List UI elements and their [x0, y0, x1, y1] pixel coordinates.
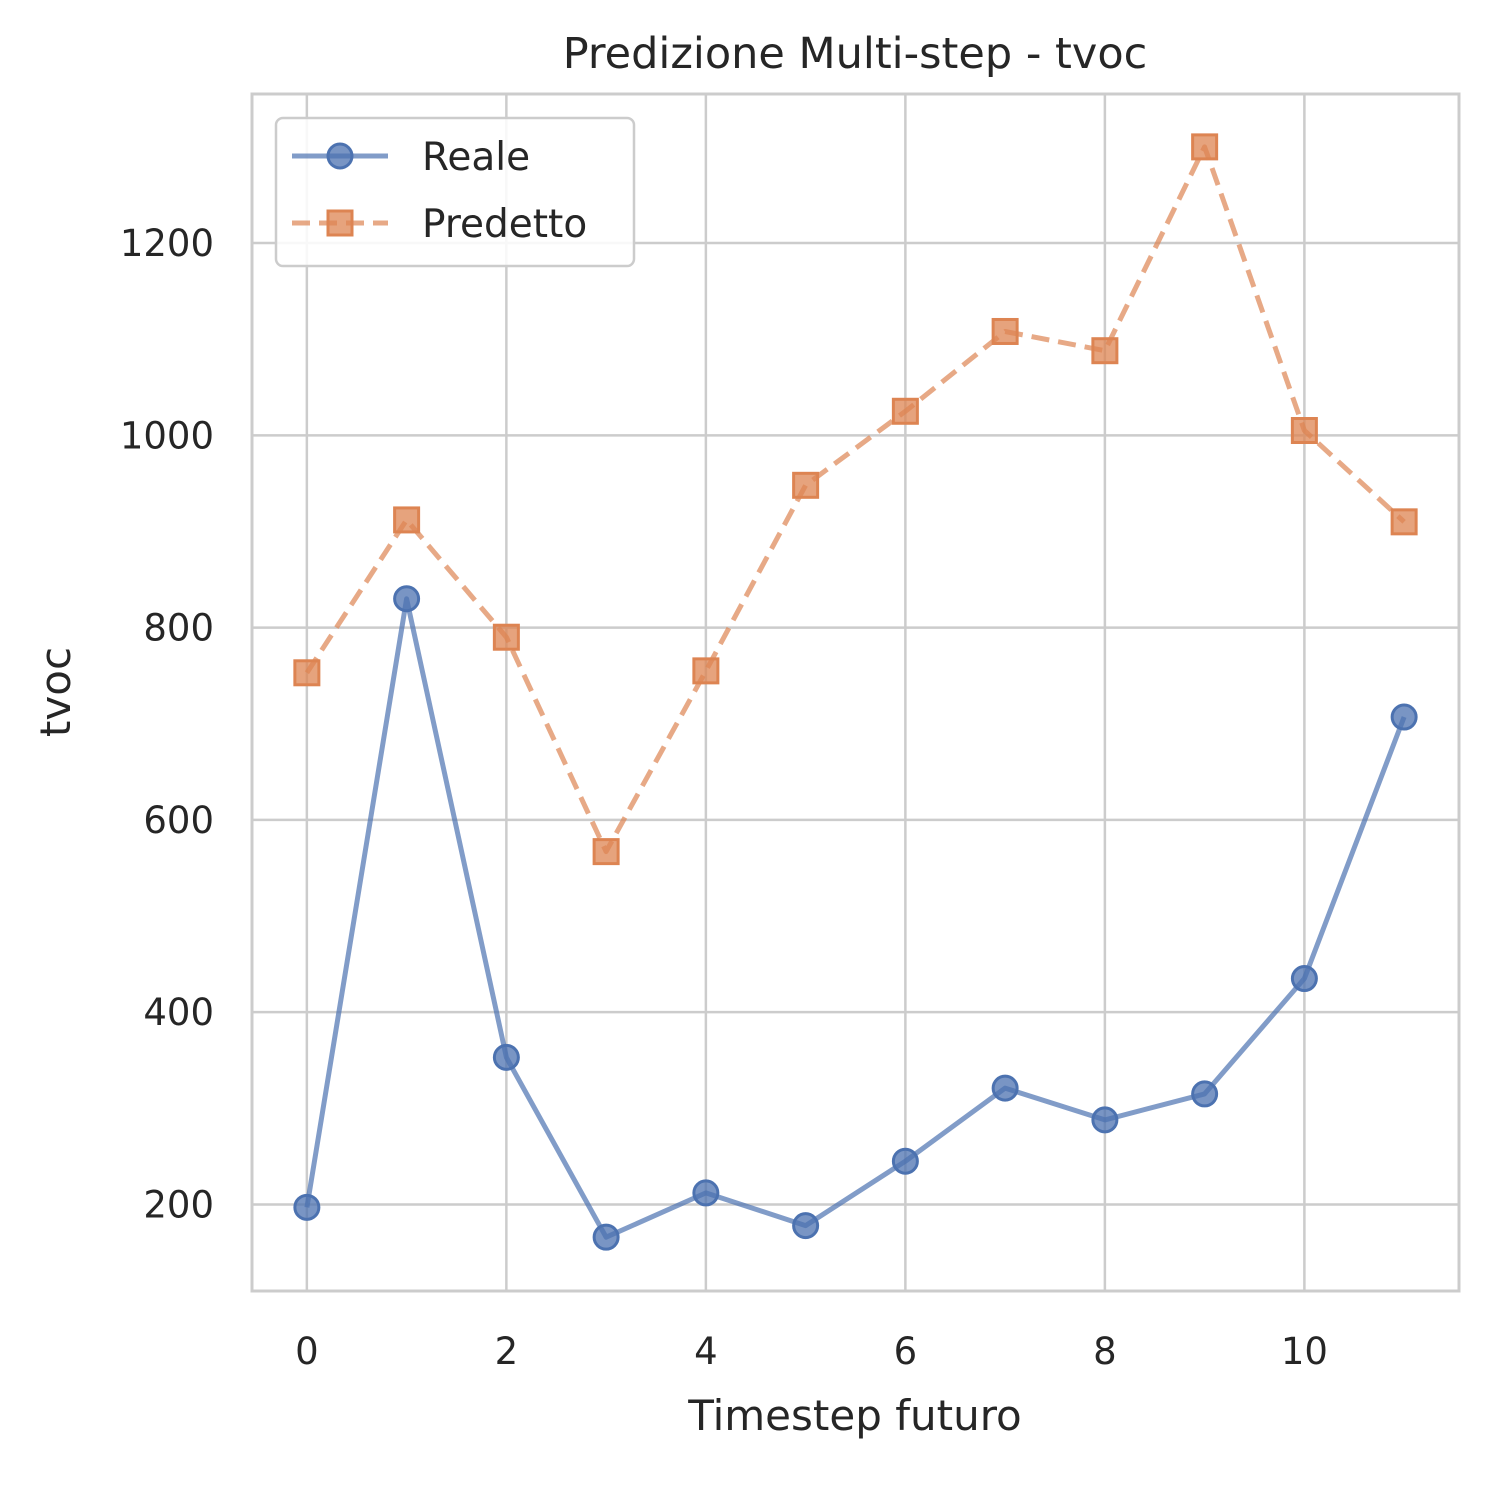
data-point-reale [293, 1193, 321, 1221]
data-point-predetto [991, 317, 1019, 345]
x-axis-label: Timestep futuro [687, 1391, 1022, 1440]
x-tick-label: 2 [495, 1330, 519, 1373]
series-reale [293, 585, 1418, 1251]
data-point-predetto [891, 397, 919, 425]
legend-item-predetto: Predetto [292, 202, 587, 247]
plot-frame [250, 92, 1461, 1293]
data-point-predetto [293, 659, 321, 687]
legend-marker-reale [326, 142, 354, 170]
grid [252, 94, 1459, 1291]
y-axis-ticks: 200 400 600 800 1000 1200 [120, 222, 214, 1226]
data-point-reale [1091, 1106, 1119, 1134]
chart-title: Predizione Multi-step - tvoc [563, 29, 1148, 79]
data-point-reale [1390, 703, 1418, 731]
series-line-reale [304, 596, 1407, 1240]
y-tick-label: 600 [143, 799, 214, 842]
data-point-reale [991, 1074, 1019, 1102]
data-point-predetto [592, 838, 620, 866]
data-point-reale [492, 1043, 520, 1071]
data-point-reale [692, 1179, 720, 1207]
x-axis-ticks: 0 2 4 6 8 10 [295, 1330, 1328, 1373]
data-point-predetto [692, 657, 720, 685]
y-tick-label: 400 [143, 991, 214, 1034]
data-point-reale [393, 585, 421, 613]
y-tick-label: 800 [143, 607, 214, 650]
data-point-predetto [792, 471, 820, 499]
legend-label-predetto: Predetto [422, 202, 587, 247]
data-point-predetto [393, 506, 421, 534]
x-tick-label: 4 [694, 1330, 718, 1373]
y-axis-label: tvoc [31, 647, 80, 737]
x-tick-label: 10 [1281, 1330, 1328, 1373]
y-tick-label: 200 [143, 1183, 214, 1226]
y-tick-label: 1000 [120, 414, 214, 457]
series-line-predetto [304, 144, 1406, 855]
series-layer [293, 133, 1418, 1251]
data-point-predetto [492, 623, 520, 651]
legend: Reale Predetto [274, 116, 636, 268]
data-point-reale [592, 1223, 620, 1251]
x-tick-label: 0 [295, 1330, 319, 1373]
data-point-predetto [1191, 133, 1219, 161]
data-point-reale [1290, 965, 1318, 993]
data-point-predetto [1091, 337, 1119, 365]
data-point-reale [1191, 1080, 1219, 1108]
legend-marker-predetto [326, 209, 354, 237]
x-tick-label: 8 [1093, 1330, 1117, 1373]
data-point-reale [792, 1212, 820, 1240]
data-point-predetto [1390, 508, 1418, 536]
legend-label-reale: Reale [422, 135, 530, 180]
series-predetto [293, 133, 1418, 866]
legend-item-reale: Reale [292, 135, 530, 180]
data-point-reale [891, 1147, 919, 1175]
data-point-predetto [1290, 417, 1318, 445]
x-tick-label: 6 [894, 1330, 918, 1373]
y-tick-label: 1200 [120, 222, 214, 265]
